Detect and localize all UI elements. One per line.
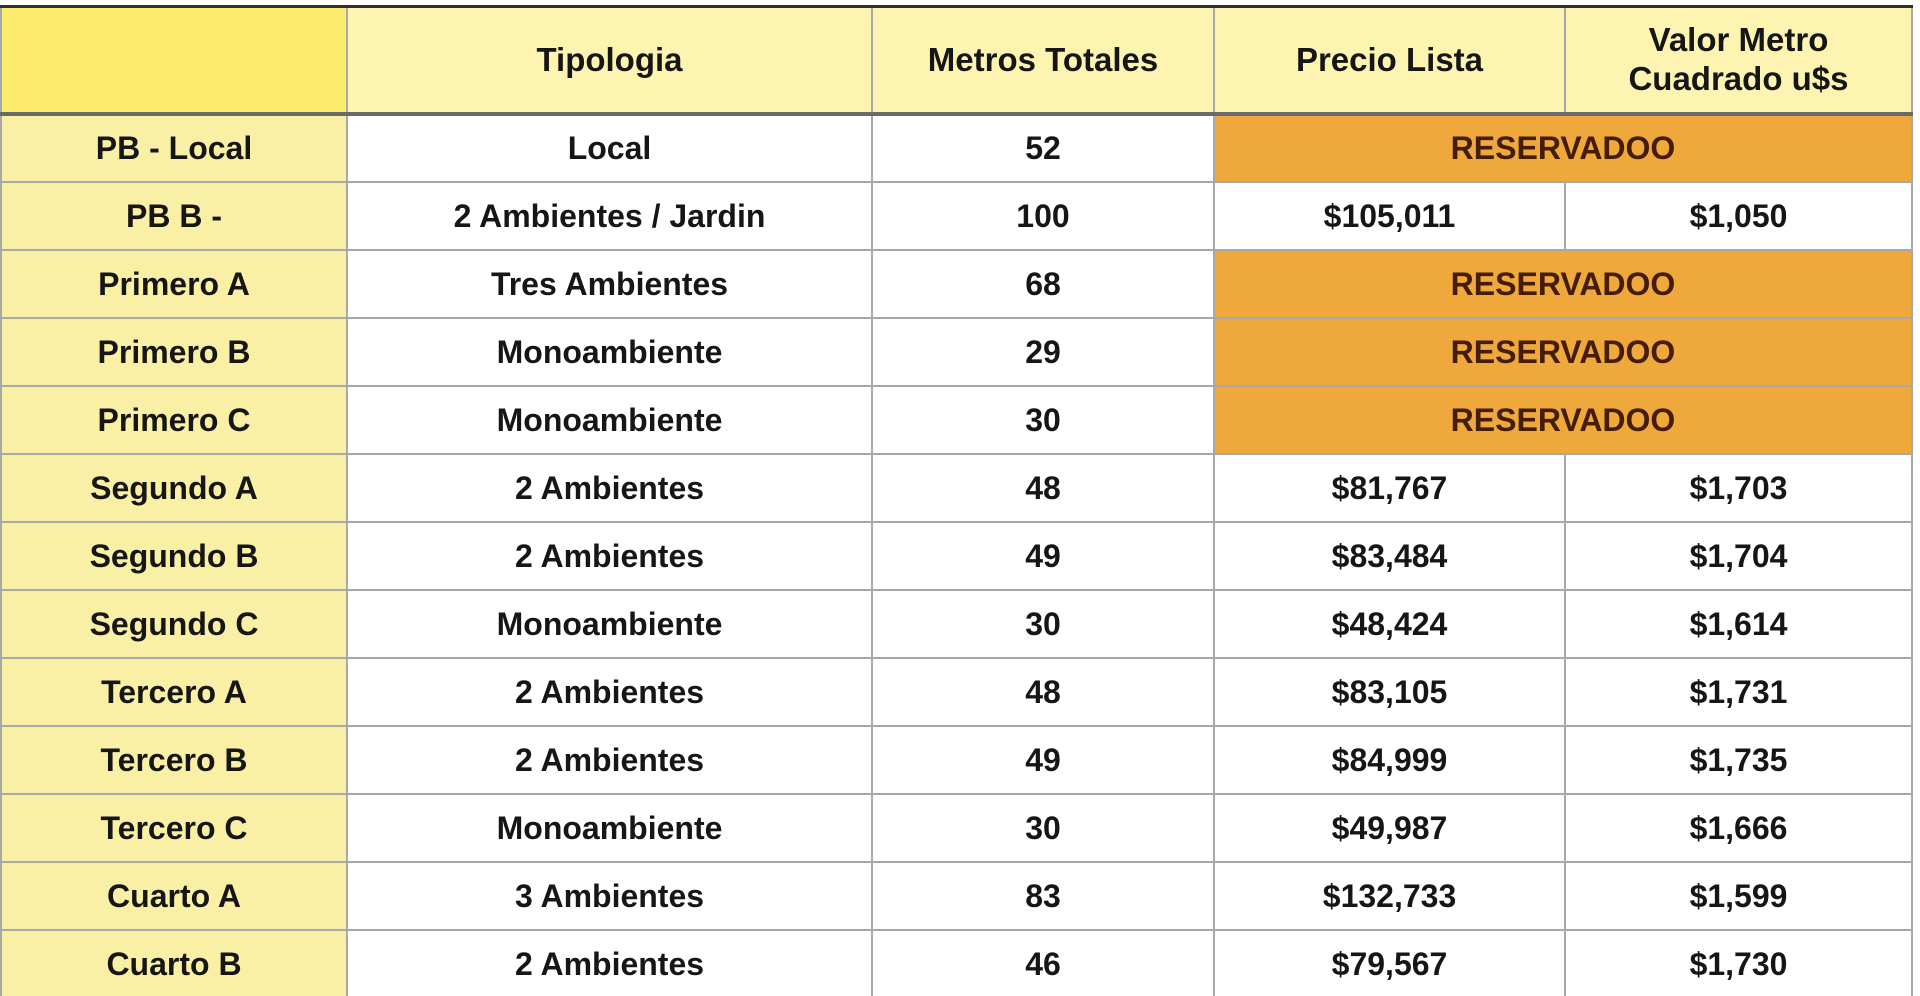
row-label: PB B - xyxy=(0,181,348,251)
table-row-cuarto-a: Cuarto A 3 Ambientes 83 $132,733 $1,599 xyxy=(0,861,1913,931)
cell-precio: $48,424 xyxy=(1213,589,1566,659)
cell-metros: 83 xyxy=(871,861,1215,931)
row-label: Cuarto B xyxy=(0,929,348,996)
row-label: Primero B xyxy=(0,317,348,387)
corner-cell xyxy=(0,5,348,116)
cell-tipologia: 2 Ambientes xyxy=(346,929,873,996)
row-label: Tercero C xyxy=(0,793,348,863)
table-row-tercero-b: Tercero B 2 Ambientes 49 $84,999 $1,735 xyxy=(0,725,1913,795)
cell-metros: 48 xyxy=(871,453,1215,523)
row-label: Tercero B xyxy=(0,725,348,795)
cell-tipologia: 2 Ambientes xyxy=(346,657,873,727)
row-label: PB - Local xyxy=(0,113,348,183)
cell-tipologia: 2 Ambientes xyxy=(346,453,873,523)
row-label: Primero C xyxy=(0,385,348,455)
table-row-primero-b: Primero B Monoambiente 29 RESERVADOO xyxy=(0,317,1913,387)
cell-metros: 46 xyxy=(871,929,1215,996)
cell-tipologia: 2 Ambientes xyxy=(346,725,873,795)
row-label: Segundo B xyxy=(0,521,348,591)
cell-precio: $105,011 xyxy=(1213,181,1566,251)
header-row: Tipologia Metros Totales Precio Lista Va… xyxy=(0,5,1913,116)
cell-metros: 49 xyxy=(871,521,1215,591)
table-row-pb-local: PB - Local Local 52 RESERVADOO xyxy=(0,113,1913,183)
cell-metros: 30 xyxy=(871,793,1215,863)
table-row-segundo-c: Segundo C Monoambiente 30 $48,424 $1,614 xyxy=(0,589,1913,659)
cell-tipologia: 2 Ambientes / Jardin xyxy=(346,181,873,251)
row-label: Primero A xyxy=(0,249,348,319)
cell-valor: $1,731 xyxy=(1564,657,1913,727)
col-header-metros-totales: Metros Totales xyxy=(871,5,1215,116)
cell-valor: $1,735 xyxy=(1564,725,1913,795)
cell-reservado: RESERVADOO xyxy=(1213,113,1913,183)
row-label: Segundo C xyxy=(0,589,348,659)
table-row-primero-c: Primero C Monoambiente 30 RESERVADOO xyxy=(0,385,1913,455)
cell-tipologia: Local xyxy=(346,113,873,183)
table-row-segundo-a: Segundo A 2 Ambientes 48 $81,767 $1,703 xyxy=(0,453,1913,523)
col-header-valor-metro: Valor Metro Cuadrado u$s xyxy=(1564,5,1913,116)
table-row-tercero-c: Tercero C Monoambiente 30 $49,987 $1,666 xyxy=(0,793,1913,863)
cell-precio: $81,767 xyxy=(1213,453,1566,523)
row-label: Tercero A xyxy=(0,657,348,727)
cell-metros: 52 xyxy=(871,113,1215,183)
cell-tipologia: 3 Ambientes xyxy=(346,861,873,931)
cell-tipologia: Tres Ambientes xyxy=(346,249,873,319)
table-body: PB - Local Local 52 RESERVADOO PB B - 2 … xyxy=(0,113,1913,996)
cell-metros: 30 xyxy=(871,589,1215,659)
cell-tipologia: Monoambiente xyxy=(346,589,873,659)
cell-tipologia: 2 Ambientes xyxy=(346,521,873,591)
cell-tipologia: Monoambiente xyxy=(346,317,873,387)
cell-valor: $1,730 xyxy=(1564,929,1913,996)
cell-metros: 29 xyxy=(871,317,1215,387)
cell-precio: $79,567 xyxy=(1213,929,1566,996)
cell-precio: $84,999 xyxy=(1213,725,1566,795)
cell-valor: $1,703 xyxy=(1564,453,1913,523)
table-row-segundo-b: Segundo B 2 Ambientes 49 $83,484 $1,704 xyxy=(0,521,1913,591)
cell-precio: $49,987 xyxy=(1213,793,1566,863)
table-row-cuarto-b: Cuarto B 2 Ambientes 46 $79,567 $1,730 xyxy=(0,929,1913,996)
cell-valor: $1,666 xyxy=(1564,793,1913,863)
cell-metros: 68 xyxy=(871,249,1215,319)
cell-precio: $83,105 xyxy=(1213,657,1566,727)
table-header: Tipologia Metros Totales Precio Lista Va… xyxy=(0,5,1913,116)
cell-reservado: RESERVADOO xyxy=(1213,385,1913,455)
cell-tipologia: Monoambiente xyxy=(346,385,873,455)
price-list-table: Tipologia Metros Totales Precio Lista Va… xyxy=(0,5,1913,996)
table-row-tercero-a: Tercero A 2 Ambientes 48 $83,105 $1,731 xyxy=(0,657,1913,727)
cell-precio: $132,733 xyxy=(1213,861,1566,931)
cell-precio: $83,484 xyxy=(1213,521,1566,591)
cell-reservado: RESERVADOO xyxy=(1213,317,1913,387)
cell-valor: $1,704 xyxy=(1564,521,1913,591)
cell-metros: 30 xyxy=(871,385,1215,455)
cell-reservado: RESERVADOO xyxy=(1213,249,1913,319)
row-label: Segundo A xyxy=(0,453,348,523)
col-header-tipologia: Tipologia xyxy=(346,5,873,116)
cell-valor: $1,050 xyxy=(1564,181,1913,251)
table-row-primero-a: Primero A Tres Ambientes 68 RESERVADOO xyxy=(0,249,1913,319)
cell-metros: 49 xyxy=(871,725,1215,795)
cell-metros: 48 xyxy=(871,657,1215,727)
row-label: Cuarto A xyxy=(0,861,348,931)
table-row-pb-b: PB B - 2 Ambientes / Jardin 100 $105,011… xyxy=(0,181,1913,251)
col-header-precio-lista: Precio Lista xyxy=(1213,5,1566,116)
cell-valor: $1,614 xyxy=(1564,589,1913,659)
cell-tipologia: Monoambiente xyxy=(346,793,873,863)
cell-metros: 100 xyxy=(871,181,1215,251)
cell-valor: $1,599 xyxy=(1564,861,1913,931)
